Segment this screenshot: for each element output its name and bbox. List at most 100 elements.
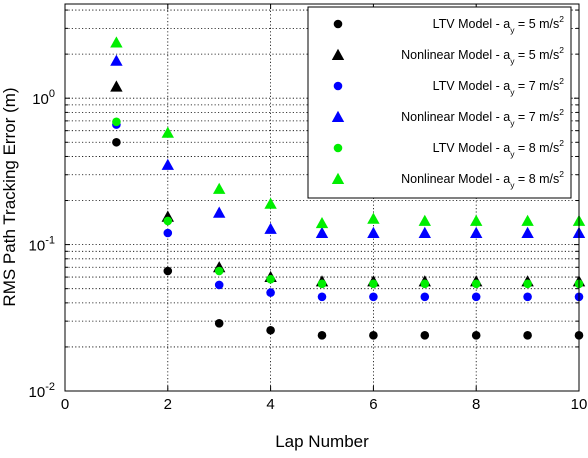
- data-point: [420, 292, 430, 302]
- legend-marker: [333, 19, 343, 29]
- data-point: [214, 266, 224, 276]
- legend-label: LTV Model - ay = 5 m/s2: [433, 14, 565, 35]
- y-tick-exponent: -1: [45, 235, 55, 247]
- data-point: [471, 331, 481, 340]
- data-point-triangle: [470, 226, 483, 238]
- series-3: [110, 54, 586, 238]
- data-point: [214, 319, 224, 328]
- legend-item: LTV Model - ay = 8 m/s2: [333, 138, 564, 159]
- data-point: [523, 331, 532, 340]
- data-point-triangle: [315, 226, 329, 238]
- y-tick-base: 10: [29, 238, 46, 255]
- data-point-triangle: [110, 80, 123, 92]
- data-point-triangle: [213, 206, 226, 218]
- legend-item: Nonlinear Model - ay = 7 m/s2: [331, 107, 564, 128]
- legend-label-subscript: y: [510, 149, 515, 159]
- x-tick-label: 8: [472, 396, 480, 413]
- y-tick-exponent: -2: [45, 381, 55, 393]
- series-0: [112, 137, 584, 340]
- y-tick-label: 10-2: [29, 381, 55, 401]
- data-point-triangle: [521, 226, 534, 238]
- data-point-triangle: [110, 54, 123, 66]
- data-point-triangle: [367, 212, 380, 224]
- legend-item: LTV Model - ay = 5 m/s2: [333, 14, 565, 35]
- legend-label-text: = 5 m/s: [514, 17, 559, 31]
- data-point-triangle: [110, 36, 123, 48]
- legend-label-text: Nonlinear Model - a: [401, 48, 510, 62]
- legend-label-subscript: y: [510, 180, 515, 190]
- y-tick-base: 10: [29, 384, 46, 401]
- data-point: [214, 280, 224, 290]
- data-point: [369, 279, 378, 289]
- data-point-triangle: [418, 214, 431, 226]
- legend-label-text: = 7 m/s: [514, 110, 559, 124]
- data-point-triangle: [418, 226, 431, 238]
- legend-label-text: = 5 m/s: [514, 48, 559, 62]
- legend-label-superscript: 2: [559, 138, 564, 148]
- legend-marker: [331, 172, 345, 184]
- plot-frame: [64, 3, 580, 392]
- data-point: [317, 279, 327, 289]
- grid: [65, 4, 579, 391]
- y-tick-label: 10-1: [29, 235, 55, 255]
- data-point: [420, 331, 430, 340]
- legend-label-subscript: y: [510, 56, 515, 66]
- data-point-triangle: [470, 214, 483, 226]
- legend-item: LTV Model - ay = 7 m/s2: [333, 76, 564, 97]
- legend-label-text: Nonlinear Model - a: [401, 172, 510, 186]
- legend-item: Nonlinear Model - ay = 8 m/s2: [331, 169, 564, 190]
- axis-ticks: [64, 4, 580, 392]
- legend-label-text: = 8 m/s: [514, 172, 559, 186]
- data-point-triangle: [161, 158, 174, 170]
- legend-label-text: = 7 m/s: [514, 79, 559, 93]
- data-point-triangle: [264, 222, 277, 234]
- legend-label-superscript: 2: [559, 169, 564, 179]
- x-tick-labels: 0 2 4 6 8 10: [61, 396, 588, 413]
- data-point-triangle: [161, 126, 174, 138]
- data-point: [266, 274, 275, 284]
- x-tick-label: 6: [369, 396, 377, 413]
- legend-label-text: Nonlinear Model - a: [401, 110, 510, 124]
- data-point: [420, 279, 430, 289]
- legend-box: [307, 6, 572, 199]
- data-point-triangle: [521, 214, 534, 226]
- legend-label: Nonlinear Model - ay = 8 m/s2: [401, 169, 564, 190]
- data-point: [163, 266, 173, 276]
- data-point: [471, 292, 481, 302]
- legend-marker: [331, 110, 345, 122]
- data-point: [471, 279, 481, 289]
- data-point-triangle: [213, 182, 226, 194]
- legend-label-text: LTV Model - a: [433, 79, 511, 93]
- x-axis-label: Lap Number: [275, 432, 369, 451]
- data-point: [266, 288, 275, 297]
- legend-label: Nonlinear Model - ay = 7 m/s2: [401, 107, 564, 128]
- series-4: [112, 117, 584, 289]
- legend-label-subscript: y: [510, 118, 515, 128]
- data-point: [369, 331, 378, 340]
- data-point-triangle: [315, 217, 329, 229]
- legend-marker: [333, 143, 343, 153]
- legend-marker: [333, 81, 343, 91]
- legend-marker: [331, 48, 345, 60]
- data-point: [523, 279, 532, 289]
- data-point: [317, 292, 327, 302]
- legend-label-subscript: y: [510, 87, 515, 97]
- legend-label-superscript: 2: [559, 14, 564, 24]
- y-tick-base: 10: [32, 91, 49, 108]
- series-5: [110, 36, 586, 229]
- legend-label-superscript: 2: [559, 45, 564, 55]
- legend-label-text: = 8 m/s: [514, 141, 559, 155]
- data-point: [163, 228, 173, 238]
- legend-label-text: LTV Model - a: [433, 141, 511, 155]
- y-tick-label: 100: [32, 88, 55, 108]
- data-point-triangle: [264, 197, 277, 209]
- legend-label-superscript: 2: [559, 107, 564, 117]
- data-point: [112, 137, 121, 147]
- data-point: [112, 117, 121, 127]
- data-point: [369, 292, 378, 302]
- data-point: [523, 292, 532, 302]
- y-axis-label: RMS Path Tracking Error (m): [0, 87, 19, 306]
- y-tick-exponent: 0: [49, 88, 55, 100]
